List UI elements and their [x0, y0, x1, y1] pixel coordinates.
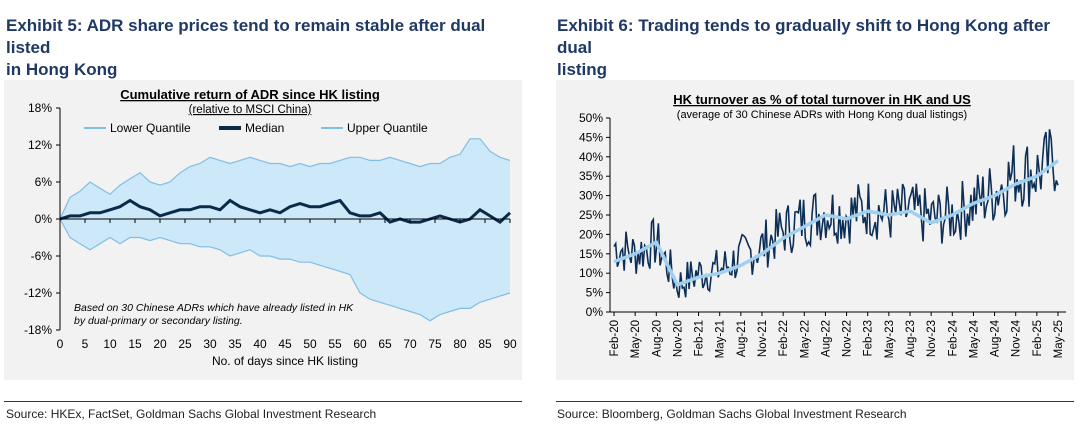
- x-tick-label: May-22: [799, 320, 811, 358]
- x-tick-label: 30: [203, 337, 217, 351]
- x-tick-label: Aug-22: [820, 320, 832, 357]
- x-tick-label: 40: [253, 337, 267, 351]
- x-tick-label: Aug-20: [651, 320, 663, 357]
- x-tick-label: 15: [128, 337, 142, 351]
- series-lower-quantile: [59, 218, 511, 322]
- exhibit-5-panel: 18% 12% 6% 0% -6% -12% -18% 0 5 10 15 20 25 30 35 40 45 5…: [4, 80, 522, 380]
- x-tick-label: 25: [178, 337, 192, 351]
- hk-turnover-chart: HK turnover as % of total turnover in HK…: [579, 92, 1066, 358]
- y-tick-label: 5%: [586, 286, 604, 300]
- y-tick-label: -12%: [24, 286, 52, 300]
- legend-median-label: Median: [245, 121, 284, 135]
- y-tick-label: 40%: [579, 150, 603, 164]
- series-median: [59, 198, 512, 224]
- x-tick-label: 85: [478, 337, 492, 351]
- x-tick-label: May-23: [884, 320, 896, 358]
- annotation-line-2: by dual-primary or secondary listing.: [74, 315, 243, 327]
- exhibit-6-divider: [556, 401, 1074, 402]
- chart-subtitle: (average of 30 Chinese ADRs with Hong Ko…: [677, 109, 967, 121]
- quantile-band: [60, 138, 510, 321]
- x-tick-label: 10: [103, 337, 117, 351]
- x-tick-label: Aug-24: [990, 319, 1002, 357]
- y-tick-label: -18%: [24, 323, 52, 337]
- exhibit-5-source: Source: HKEx, FactSet, Goldman Sachs Glo…: [6, 407, 377, 421]
- x-tick-label: May-21: [715, 320, 727, 358]
- exhibit-6-title-line-1: Exhibit 6: Trading tends to gradually sh…: [557, 16, 1051, 57]
- legend-lower-quantile-label: Lower Quantile: [110, 121, 191, 135]
- x-tick-label: Aug-21: [736, 320, 748, 357]
- x-tick-label: Nov-20: [672, 320, 684, 357]
- exhibit-5-title: Exhibit 5: ADR share prices tend to rema…: [6, 15, 526, 81]
- x-tick-label: Feb-22: [778, 320, 790, 356]
- x-tick-label: 5: [82, 337, 89, 351]
- x-tick-label: May-25: [1053, 320, 1065, 358]
- exhibit-6-source: Source: Bloomberg, Goldman Sachs Global …: [557, 407, 907, 421]
- x-axis-title: No. of days since HK listing: [212, 354, 358, 368]
- y-tick-label: 35%: [579, 169, 603, 183]
- chart-subtitle: (relative to MSCI China): [189, 104, 312, 116]
- x-tick-label: Aug-23: [905, 320, 917, 357]
- x-tick-label: May-24: [968, 319, 980, 358]
- exhibit-5-title-line-1: Exhibit 5: ADR share prices tend to rema…: [6, 16, 486, 57]
- y-tick-label: 30%: [579, 189, 603, 203]
- exhibit-6-title-line-2: listing: [557, 60, 608, 79]
- x-tick-label: Nov-22: [842, 320, 854, 357]
- x-tick-label: 65: [378, 337, 392, 351]
- x-tick-label: 75: [428, 337, 442, 351]
- x-tick-label: Feb-20: [609, 320, 621, 356]
- x-tick-label: 0: [57, 337, 64, 351]
- adr-return-chart: 18% 12% 6% 0% -6% -12% -18% 0 5 10 15 20 25 30 35 40 45 5…: [24, 87, 517, 368]
- x-tick-label: Nov-21: [757, 320, 769, 357]
- annotation-line-1: Based on 30 Chinese ADRs which have alre…: [74, 302, 354, 314]
- x-tick-label: Nov-23: [926, 320, 938, 357]
- x-tick-label: 20: [153, 337, 167, 351]
- chart-title: HK turnover as % of total turnover in HK…: [673, 92, 971, 107]
- y-tick-label: 18%: [28, 101, 52, 115]
- y-tick-label: 10%: [579, 266, 603, 280]
- y-tick-label: 25%: [579, 208, 603, 222]
- exhibit-5-title-line-2: in Hong Kong: [6, 60, 118, 79]
- x-tick-label: 70: [403, 337, 417, 351]
- y-tick-label: 45%: [579, 130, 603, 144]
- exhibit-6-title: Exhibit 6: Trading tends to gradually sh…: [557, 15, 1067, 81]
- legend-upper-quantile-label: Upper Quantile: [347, 121, 428, 135]
- x-tick-label: 35: [228, 337, 242, 351]
- y-tick-label: 15%: [579, 247, 603, 261]
- x-tick-label: Nov-24: [1011, 319, 1023, 357]
- y-tick-label: 12%: [28, 138, 52, 152]
- x-tick-label: Feb-23: [863, 320, 875, 356]
- series-hk-turnover-daily: [613, 129, 1059, 298]
- y-tick-label: 20%: [579, 227, 603, 241]
- y-tick-label: 0%: [586, 305, 604, 319]
- y-tick-label: 50%: [579, 111, 603, 125]
- chart-title: Cumulative return of ADR since HK listin…: [120, 87, 380, 102]
- exhibit-6-panel: HK turnover as % of total turnover in HK…: [556, 80, 1074, 380]
- x-tick-label: May-20: [630, 320, 642, 358]
- x-tick-label: 80: [453, 337, 467, 351]
- x-tick-label: 60: [353, 337, 367, 351]
- series-hk-turnover-average: [613, 159, 1060, 287]
- y-tick-label: 0%: [35, 212, 53, 226]
- y-tick-label: 6%: [35, 175, 53, 189]
- series-upper-quantile: [59, 138, 511, 220]
- x-tick-label: 90: [503, 337, 517, 351]
- x-tick-label: Feb-24: [947, 319, 959, 356]
- x-tick-label: 55: [328, 337, 342, 351]
- exhibit-5-divider: [4, 401, 522, 402]
- x-tick-label: Feb-21: [694, 320, 706, 356]
- x-tick-label: 45: [278, 337, 292, 351]
- y-tick-label: -6%: [31, 249, 53, 263]
- x-tick-label: Feb-25: [1032, 320, 1044, 356]
- x-tick-label: 50: [303, 337, 317, 351]
